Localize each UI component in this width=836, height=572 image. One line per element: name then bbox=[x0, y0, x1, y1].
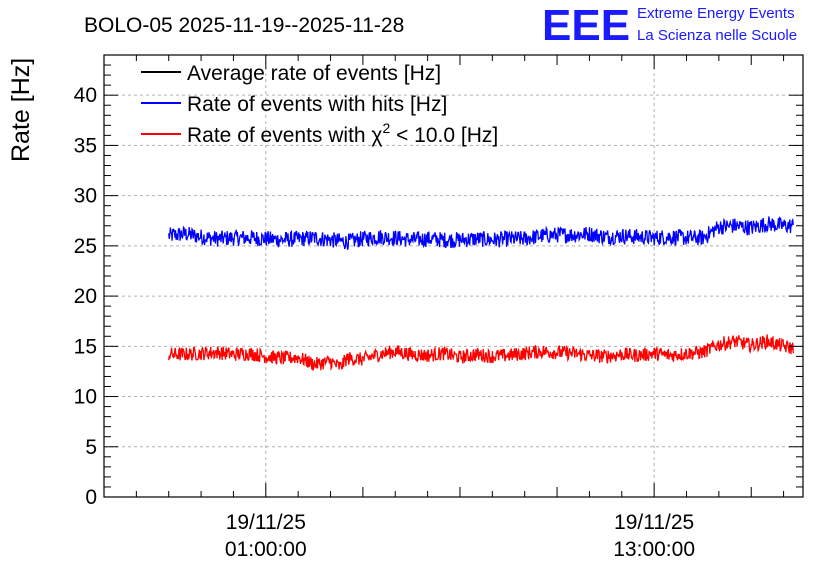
grid bbox=[104, 55, 803, 497]
legend-label-chi: Rate of events with χ2 < 10.0 [Hz] bbox=[187, 120, 498, 147]
y-axis-title: Rate [Hz] bbox=[7, 58, 35, 162]
legend-label-average: Average rate of events [Hz] bbox=[187, 62, 441, 85]
legend-chi-suffix: < 10.0 [Hz] bbox=[390, 124, 498, 147]
y-tick-label: 35 bbox=[74, 134, 97, 157]
legend-chi-sup: 2 bbox=[382, 120, 390, 136]
y-tick-label: 0 bbox=[85, 486, 97, 509]
chart-title: BOLO-05 2025-11-19--2025-11-28 bbox=[84, 14, 404, 37]
y-tick-label: 5 bbox=[85, 436, 97, 459]
eee-logo-mark: EEE bbox=[542, 1, 630, 50]
logo-line-2: La Scienza nelle Scuole bbox=[637, 27, 797, 44]
series-line-1 bbox=[168, 216, 794, 250]
x-tick-label-time: 13:00:00 bbox=[613, 538, 695, 561]
y-tick-label: 30 bbox=[74, 185, 97, 208]
x-tick-label-time: 01:00:00 bbox=[225, 538, 307, 561]
axes: 0 5 10 15 20 25 30 35 40 19/11/25 01:00:00 19/11/25… bbox=[74, 55, 803, 561]
y-tick-label: 25 bbox=[74, 235, 97, 258]
y-tick-label: 10 bbox=[74, 386, 97, 409]
legend-chi-prefix: Rate of events with χ bbox=[187, 124, 382, 147]
series-layer bbox=[168, 216, 794, 371]
series-line-2 bbox=[168, 334, 794, 371]
legend-label-hits: Rate of events with hits [Hz] bbox=[187, 93, 447, 116]
plot-frame bbox=[103, 54, 804, 498]
y-tick-label: 15 bbox=[74, 335, 97, 358]
logo-line-1: Extreme Energy Events bbox=[637, 5, 795, 22]
y-tick-label: 40 bbox=[74, 84, 97, 107]
y-tick-label: 20 bbox=[74, 285, 97, 308]
legend: Average rate of events [Hz] Rate of even… bbox=[141, 62, 498, 147]
x-tick-label-date: 19/11/25 bbox=[614, 511, 694, 534]
x-tick-label-date: 19/11/25 bbox=[226, 511, 306, 534]
